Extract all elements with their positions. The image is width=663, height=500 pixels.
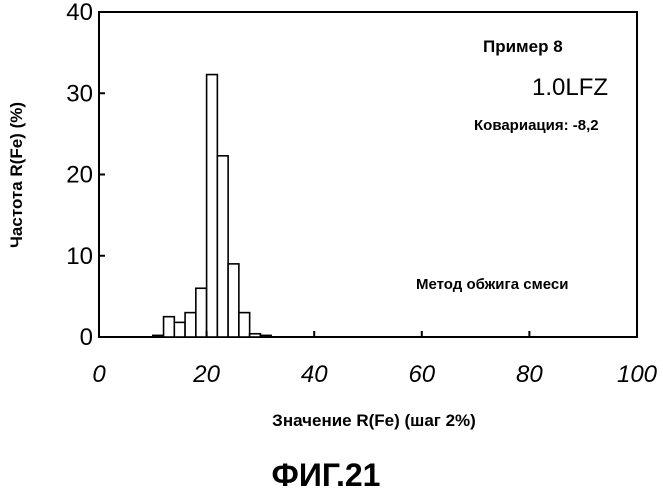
annotation-sample: 1.0LFZ — [532, 74, 608, 101]
histogram-bar — [260, 335, 271, 337]
histogram-bar — [185, 313, 196, 337]
y-tick-label: 30 — [66, 80, 93, 107]
x-tick-label: 0 — [92, 361, 106, 388]
annotation-method: Метод обжига смеси — [416, 276, 568, 293]
histogram-bar — [196, 288, 207, 337]
y-tick-label: 20 — [66, 162, 93, 189]
histogram-bar — [250, 334, 261, 337]
bars-group — [153, 75, 271, 337]
y-tick-label: 0 — [80, 324, 93, 351]
histogram-bar — [174, 322, 185, 337]
x-tick-label: 40 — [301, 361, 328, 388]
histogram-bar — [207, 75, 218, 337]
histogram-bar — [228, 264, 239, 337]
figure-caption: ФИГ.21 — [272, 457, 381, 493]
x-axis-ticks: 0 20 40 60 80 100 — [92, 331, 657, 388]
histogram-bar — [153, 335, 164, 337]
histogram-bar — [164, 317, 175, 337]
x-tick-label: 100 — [617, 361, 658, 388]
x-axis-label: Значение R(Fe) (шаг 2%) — [272, 411, 476, 430]
x-tick-label: 80 — [516, 361, 543, 388]
y-axis-label: Частота R(Fe) (%) — [7, 102, 26, 248]
y-tick-label: 40 — [66, 0, 93, 26]
annotation-covariance: Ковариация: -8,2 — [474, 117, 599, 134]
x-tick-label: 60 — [408, 361, 435, 388]
y-tick-label: 10 — [66, 243, 93, 270]
x-tick-label: 20 — [192, 361, 220, 388]
histogram-bar — [217, 156, 228, 337]
histogram-bar — [239, 313, 250, 337]
annotation-example: Пример 8 — [483, 37, 563, 56]
